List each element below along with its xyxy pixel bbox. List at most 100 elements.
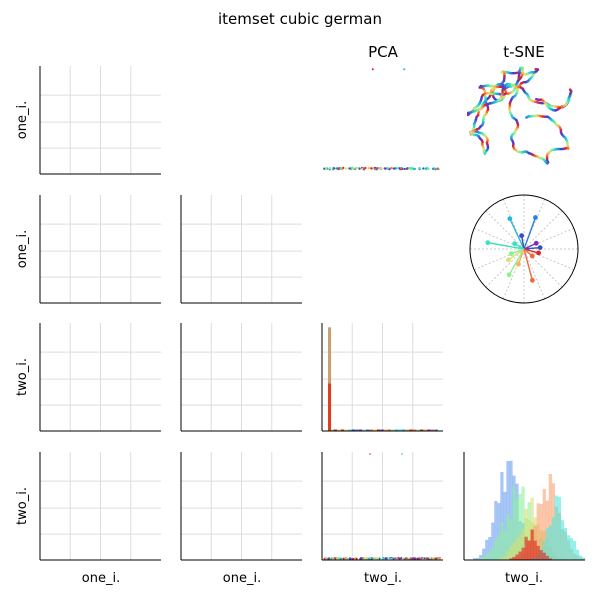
- bar: [554, 495, 558, 560]
- bar: [497, 558, 501, 560]
- bar: [536, 503, 540, 560]
- bar: [376, 429, 381, 431]
- bar: [391, 429, 395, 431]
- bar: [488, 536, 492, 560]
- point: [406, 167, 409, 170]
- point: [342, 166, 345, 169]
- point: [342, 557, 345, 560]
- point: [384, 557, 387, 560]
- point: [437, 168, 440, 171]
- point: [329, 557, 332, 560]
- trajectory-segment: [535, 97, 540, 101]
- point: [344, 167, 347, 170]
- bar: [515, 554, 519, 560]
- polar-vector: [517, 248, 525, 265]
- point: [363, 557, 366, 560]
- bar: [398, 429, 402, 431]
- polar-vector-tip: [506, 257, 511, 263]
- point: [395, 167, 398, 170]
- point: [432, 557, 435, 560]
- bar: [545, 555, 549, 560]
- panel-r2c2: [321, 323, 443, 432]
- bar: [533, 540, 537, 560]
- polar-vector-tip: [507, 216, 513, 222]
- bar: [394, 429, 399, 431]
- polar-vector-tip: [508, 251, 514, 257]
- bar: [473, 558, 477, 560]
- point: [425, 167, 428, 170]
- point: [348, 167, 351, 170]
- bar: [542, 488, 546, 560]
- bar: [491, 522, 495, 560]
- point: [338, 557, 341, 560]
- bar: [482, 548, 486, 560]
- panel-r3c1: [180, 452, 302, 561]
- bar: [572, 541, 577, 560]
- point: [403, 167, 406, 171]
- point: [354, 557, 357, 560]
- bar: [557, 496, 561, 560]
- bar: [494, 539, 498, 560]
- point: [382, 557, 385, 560]
- bar: [402, 429, 406, 431]
- polar-vector-tip: [506, 272, 512, 278]
- bar: [521, 547, 525, 560]
- point: [362, 168, 365, 171]
- bar: [427, 429, 431, 431]
- polar-spoke-grid: [485, 248, 525, 288]
- point: [369, 453, 371, 455]
- polar-vector-tip: [485, 240, 491, 246]
- point: [339, 166, 342, 170]
- polar-spoke-grid: [523, 210, 563, 250]
- point: [390, 557, 393, 560]
- bar: [494, 500, 498, 560]
- bar: [373, 429, 377, 431]
- point: [429, 557, 432, 560]
- point: [418, 167, 421, 170]
- point: [401, 453, 403, 455]
- bar: [542, 552, 546, 560]
- bar: [497, 534, 501, 560]
- point: [388, 168, 391, 171]
- bar: [506, 513, 510, 560]
- bar: [485, 553, 489, 560]
- bar: [416, 429, 420, 431]
- point: [390, 166, 393, 170]
- point: [371, 68, 374, 71]
- bar: [503, 531, 507, 560]
- bar: [518, 493, 522, 560]
- bar: [485, 539, 489, 560]
- bar: [503, 556, 507, 560]
- bar: [509, 546, 513, 560]
- bar: [518, 534, 522, 560]
- figure-title: itemset cubic german: [218, 10, 382, 28]
- bar: [330, 429, 334, 431]
- bar: [337, 429, 341, 431]
- point: [378, 557, 381, 560]
- point: [376, 557, 379, 560]
- bar: [405, 429, 409, 431]
- bar: [479, 555, 483, 560]
- point: [412, 167, 415, 170]
- bar: [512, 486, 516, 560]
- polar-vector-tip: [533, 240, 539, 246]
- polar-vector: [523, 246, 541, 250]
- point: [355, 557, 358, 560]
- polar-vector-tip: [516, 261, 521, 267]
- point: [386, 557, 389, 560]
- point: [367, 167, 370, 170]
- point: [397, 557, 400, 560]
- polar-vector-tip: [519, 233, 525, 239]
- bar: [521, 529, 525, 560]
- bar: [384, 429, 388, 431]
- bar: [491, 548, 495, 560]
- bar: [512, 556, 516, 560]
- bar: [551, 517, 555, 560]
- point: [407, 557, 410, 560]
- col-label-3: two_i.: [505, 571, 543, 586]
- point: [409, 557, 412, 560]
- bar: [578, 555, 583, 560]
- point: [394, 557, 397, 560]
- point: [386, 167, 389, 170]
